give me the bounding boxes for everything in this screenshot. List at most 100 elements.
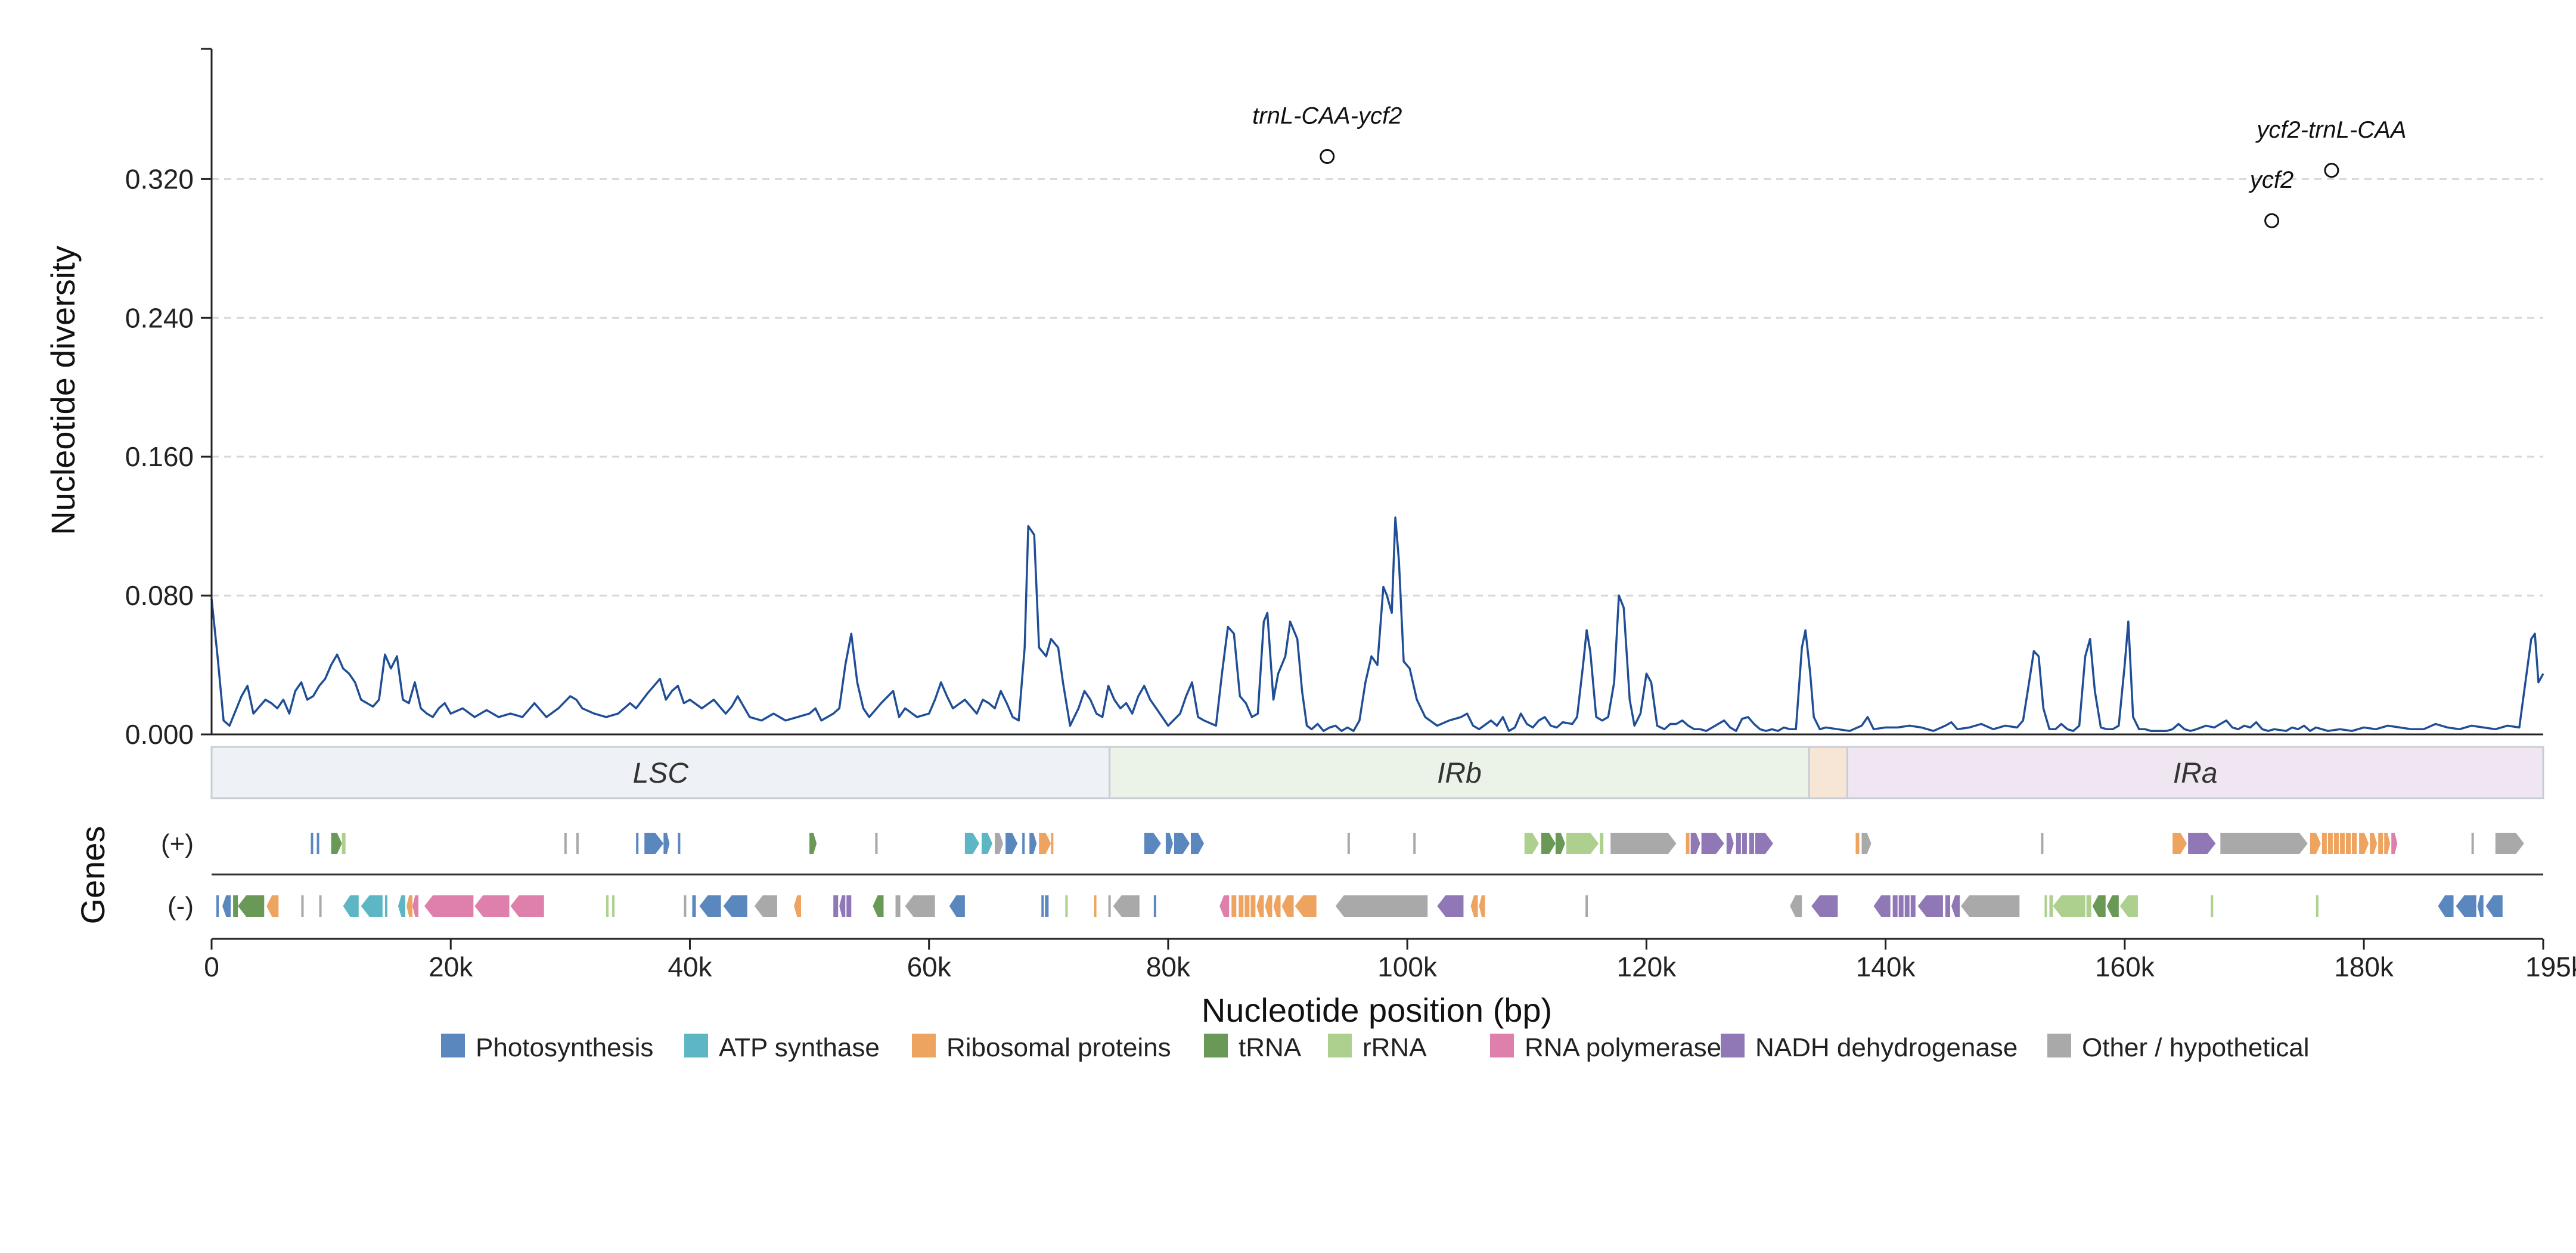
region-block — [1846, 746, 2544, 799]
x-tick-label: 160k — [2095, 951, 2155, 982]
gene-arrow — [678, 833, 681, 854]
gene-arrow — [2119, 895, 2138, 917]
gene-arrow — [2220, 833, 2308, 854]
region-label: IRa — [2173, 758, 2218, 789]
x-tick-label: 120k — [1617, 951, 1677, 982]
y-tick-label: 0.160 — [125, 441, 194, 472]
gene-arrow — [1022, 833, 1025, 854]
gene-arrow — [1790, 895, 1802, 917]
x-tick-label: 40k — [668, 951, 712, 982]
legend-swatch — [1721, 1034, 1745, 1057]
legend-label: RNA polymerase — [1525, 1033, 1721, 1062]
gene-arrow — [474, 895, 510, 917]
gene-arrow — [343, 895, 359, 917]
gene-arrow — [663, 833, 670, 854]
peak-annotations: trnL-CAA-ycf2 ycf2 ycf2-trnL-CAA — [1252, 103, 2406, 228]
peak-marker — [1320, 149, 1335, 165]
gene-arrow — [361, 895, 383, 917]
gene-arrow — [2310, 833, 2321, 854]
gene-arrow — [1873, 895, 1891, 917]
gene-arrow — [1165, 833, 1173, 854]
legend-swatch — [1204, 1034, 1228, 1057]
gene-arrow — [895, 895, 901, 917]
y-tick-label: 0.080 — [125, 580, 194, 611]
gene-arrow — [1281, 895, 1294, 917]
gene-arrow — [1113, 895, 1140, 917]
gene-arrow — [2092, 895, 2106, 917]
legend-swatch — [684, 1034, 708, 1057]
gene-arrow — [412, 895, 419, 917]
gene-arrow — [1051, 833, 1054, 854]
gene-arrow — [1736, 833, 1741, 854]
diversity-line — [210, 516, 2544, 732]
gene-arrow — [216, 895, 219, 917]
x-axis-title: Nucleotide position (bp) — [1202, 991, 1552, 1029]
gene-arrow — [1610, 833, 1677, 854]
gene-arrow — [1239, 895, 1244, 917]
gene-arrow — [2172, 833, 2187, 854]
gene-arrow — [644, 833, 664, 854]
gene-arrow — [2321, 833, 2327, 854]
gene-arrow — [1749, 833, 1754, 854]
gene-arrow — [2352, 833, 2357, 854]
gene-arrow — [2049, 895, 2053, 917]
gene-arrow — [1904, 895, 1910, 917]
gene-arrow — [606, 895, 609, 917]
gene-arrow — [424, 895, 474, 917]
gene-arrow — [1273, 895, 1281, 917]
gene-arrow — [1144, 833, 1161, 854]
gene-arrow — [754, 895, 777, 917]
legend-label: Ribosomal proteins — [946, 1033, 1171, 1062]
gene-arrow — [1951, 895, 1960, 917]
gene-arrow — [1029, 833, 1037, 854]
gene-arrow — [564, 833, 567, 854]
gene-arrow — [2370, 833, 2378, 854]
gene-arrow — [793, 895, 802, 917]
gene-arrow — [1437, 895, 1464, 917]
gene-arrow — [723, 895, 747, 917]
gene-arrow — [1231, 895, 1237, 917]
gene-arrow — [510, 895, 544, 917]
gene-arrow — [1524, 833, 1539, 854]
gene-arrow — [311, 833, 314, 854]
region-label: IRb — [1437, 758, 1482, 789]
legend: Photosynthesis ATP synthase Ribosomal prot… — [441, 1033, 2310, 1062]
gene-arrow — [319, 895, 322, 917]
gene-arrow — [699, 895, 721, 917]
x-tick-label: 0 — [204, 951, 219, 982]
gene-arrow — [1755, 833, 1774, 854]
gene-arrow — [1690, 833, 1700, 854]
gene-arrow — [1726, 833, 1734, 854]
gene-arrow — [1945, 895, 1950, 917]
plus-strand-label: (+) — [161, 829, 194, 858]
gene-arrow — [1219, 895, 1230, 917]
gene-track-title: Genes — [74, 826, 111, 925]
gene-track: (+) (-) — [161, 829, 2543, 921]
gene-arrow — [833, 895, 839, 917]
gridlines — [212, 178, 2543, 597]
gene-arrow — [1094, 895, 1097, 917]
gene-arrow — [2477, 895, 2484, 917]
region-label: LSC — [633, 758, 689, 789]
diversity-plot-area — [210, 516, 2544, 732]
gene-arrow — [1347, 833, 1350, 854]
gene-arrow — [2211, 895, 2214, 917]
gene-arrow — [2333, 833, 2339, 854]
gene-arrow — [406, 895, 413, 917]
minus-strand-label: (-) — [167, 892, 194, 921]
gene-arrow — [1191, 833, 1205, 854]
gene-arrow — [981, 833, 993, 854]
x-tick-label: 140k — [1856, 951, 1916, 982]
gene-arrow — [1898, 895, 1904, 917]
legend-swatch — [912, 1034, 936, 1057]
gene-arrow — [1742, 833, 1747, 854]
gene-arrow — [809, 833, 817, 854]
gene-arrow — [1701, 833, 1724, 854]
gene-arrow — [2188, 833, 2216, 854]
gene-arrow — [2053, 895, 2085, 917]
gene-arrow — [2359, 833, 2369, 854]
gene-arrow — [1244, 895, 1250, 917]
gene-arrow — [2327, 833, 2333, 854]
gene-arrow — [1041, 895, 1044, 917]
